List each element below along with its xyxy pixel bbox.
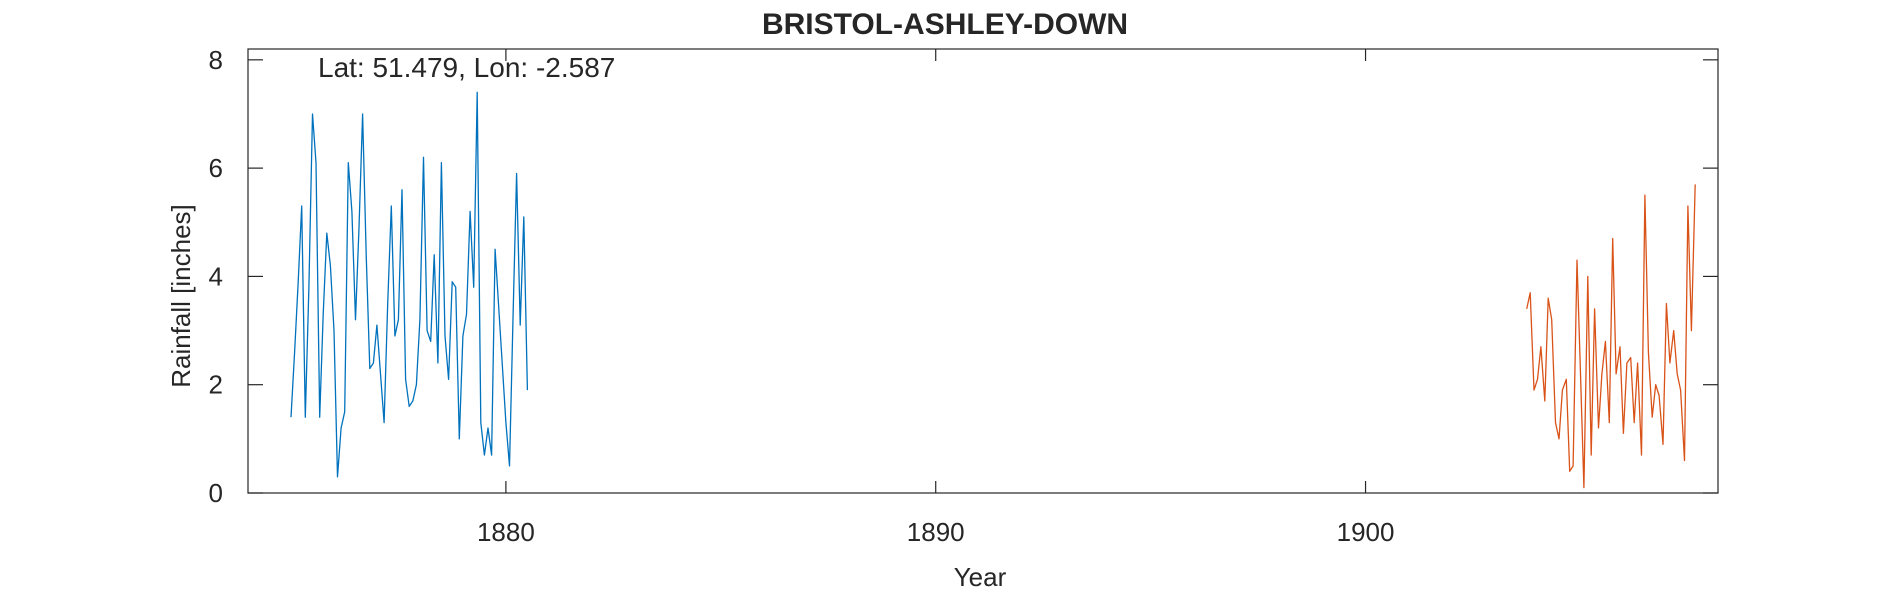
series-line-2 <box>1526 184 1696 489</box>
y-tick-label: 4 <box>209 261 223 291</box>
y-axis-label: Rainfall [inches] <box>166 204 196 388</box>
y-tick-label: 2 <box>209 370 223 400</box>
y-tick-label: 0 <box>209 478 223 508</box>
y-tick-label: 6 <box>209 153 223 183</box>
chart-title: BRISTOL-ASHLEY-DOWN <box>762 8 1128 41</box>
y-tick-label: 8 <box>209 45 223 75</box>
x-axis-label: Year <box>954 562 1007 591</box>
x-tick-label: 1880 <box>477 517 535 547</box>
plot-frame <box>247 48 1719 494</box>
x-tick-label: 1890 <box>907 517 965 547</box>
series-line-1 <box>290 91 529 478</box>
x-tick-label: 1900 <box>1337 517 1395 547</box>
plot-area <box>247 48 1719 494</box>
location-annotation: Lat: 51.479, Lon: -2.587 <box>318 52 615 83</box>
series-layer <box>290 91 1696 489</box>
axis-ticks: 1880 1890 1900 0 2 4 6 8 <box>209 45 1718 547</box>
